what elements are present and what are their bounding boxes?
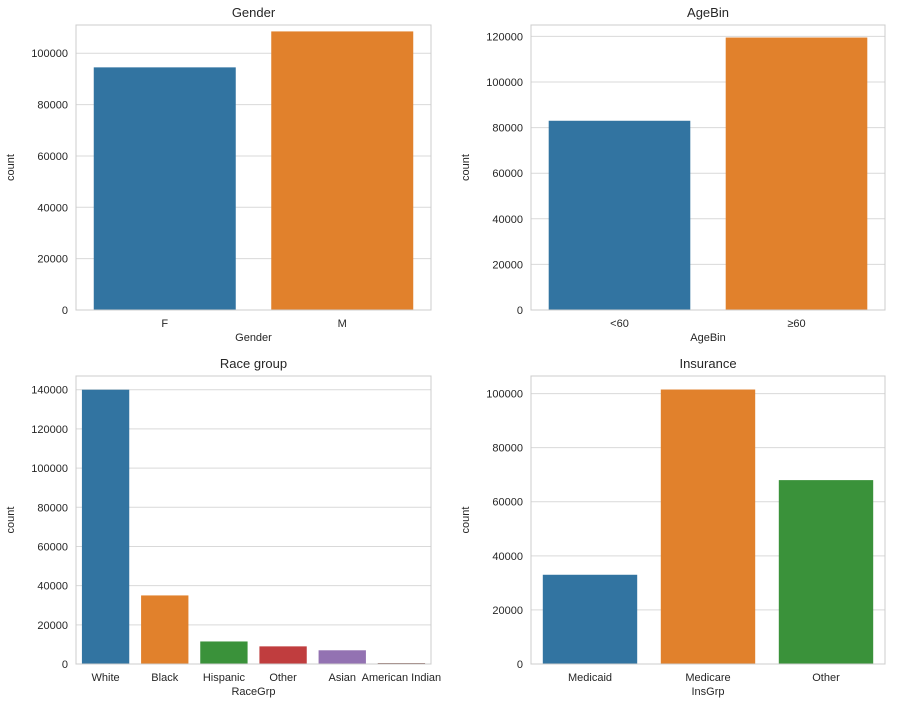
y-tick-label: 60000 bbox=[492, 168, 523, 180]
bar-medicare bbox=[660, 389, 756, 664]
y-tick-label: 40000 bbox=[492, 551, 523, 563]
y-tick-label: 60000 bbox=[37, 541, 68, 553]
y-tick-label: 120000 bbox=[31, 424, 68, 436]
bar-other bbox=[259, 646, 307, 664]
x-axis-label: RaceGrp bbox=[231, 686, 275, 698]
x-axis-label: Gender bbox=[235, 332, 272, 344]
y-tick-label: 80000 bbox=[492, 123, 523, 135]
y-tick-label: 60000 bbox=[37, 151, 68, 163]
x-tick-label: F bbox=[161, 318, 168, 330]
plot-frame bbox=[75, 375, 432, 665]
y-tick-label: 80000 bbox=[492, 443, 523, 455]
x-tick-label: White bbox=[92, 672, 120, 684]
bar-black bbox=[141, 595, 189, 664]
x-axis-label: AgeBin bbox=[690, 332, 725, 344]
chart-title: AgeBin bbox=[687, 5, 729, 20]
chart-panel-3: 0 20000 40000 60000 80000 100000 120000 140000 W… bbox=[5, 356, 441, 698]
y-tick-label: 40000 bbox=[37, 202, 68, 214]
y-tick-label: 100000 bbox=[31, 463, 68, 475]
y-tick-label: 20000 bbox=[492, 605, 523, 617]
bar-asian bbox=[318, 650, 366, 664]
chart-title: Insurance bbox=[679, 356, 736, 371]
y-tick-label: 0 bbox=[62, 305, 68, 317]
y-tick-label: 100000 bbox=[31, 48, 68, 60]
y-tick-label: 40000 bbox=[492, 214, 523, 226]
x-tick-label: Other bbox=[812, 672, 840, 684]
x-tick-label: Asian bbox=[328, 672, 356, 684]
chart-panel-4: 0 20000 40000 60000 80000 100000 Medicaid Medic… bbox=[460, 356, 886, 698]
y-tick-label: 140000 bbox=[31, 385, 68, 397]
bar-f bbox=[93, 67, 236, 310]
y-tick-label: 80000 bbox=[37, 100, 68, 112]
chart-title: Race group bbox=[220, 356, 287, 371]
y-tick-label: 0 bbox=[517, 659, 523, 671]
y-axis-label: count bbox=[5, 507, 17, 534]
y-tick-label: 80000 bbox=[37, 502, 68, 514]
x-tick-label: Black bbox=[151, 672, 178, 684]
y-tick-label: 120000 bbox=[486, 31, 523, 43]
chart-panel-1: 0 20000 40000 60000 80000 100000 F M Gender Gende… bbox=[5, 5, 432, 344]
y-tick-label: 100000 bbox=[486, 389, 523, 401]
y-tick-label: 60000 bbox=[492, 497, 523, 509]
x-axis-label: InsGrp bbox=[691, 686, 724, 698]
chart-title: Gender bbox=[232, 5, 276, 20]
bar-hispanic bbox=[200, 641, 248, 664]
x-tick-label: American Indian bbox=[362, 672, 442, 684]
chart-panel-2: 0 20000 40000 60000 80000 100000 120000 <60 ≥60 A… bbox=[460, 5, 886, 344]
y-tick-label: 0 bbox=[517, 305, 523, 317]
bar--60 bbox=[548, 120, 691, 310]
x-tick-label: ≥60 bbox=[787, 318, 805, 330]
y-tick-label: 20000 bbox=[37, 620, 68, 632]
x-tick-label: Other bbox=[269, 672, 297, 684]
plot-frame bbox=[530, 24, 886, 311]
bar--60 bbox=[725, 37, 868, 310]
plot-frame bbox=[75, 24, 432, 311]
x-tick-label: Medicare bbox=[685, 672, 730, 684]
plot-frame bbox=[530, 375, 886, 665]
y-axis-label: count bbox=[5, 154, 17, 181]
y-tick-label: 100000 bbox=[486, 77, 523, 89]
bar-other bbox=[778, 480, 874, 664]
bar-m bbox=[271, 31, 414, 311]
bar-white bbox=[81, 389, 130, 664]
y-tick-label: 20000 bbox=[37, 254, 68, 266]
x-tick-label: <60 bbox=[610, 318, 629, 330]
y-tick-label: 40000 bbox=[37, 581, 68, 593]
x-tick-label: Hispanic bbox=[203, 672, 246, 684]
y-axis-label: count bbox=[460, 507, 472, 534]
y-axis-label: count bbox=[460, 154, 472, 181]
x-tick-label: Medicaid bbox=[568, 672, 612, 684]
x-tick-label: M bbox=[338, 318, 347, 330]
y-tick-label: 0 bbox=[62, 659, 68, 671]
y-tick-label: 20000 bbox=[492, 259, 523, 271]
bar-medicaid bbox=[542, 574, 638, 664]
